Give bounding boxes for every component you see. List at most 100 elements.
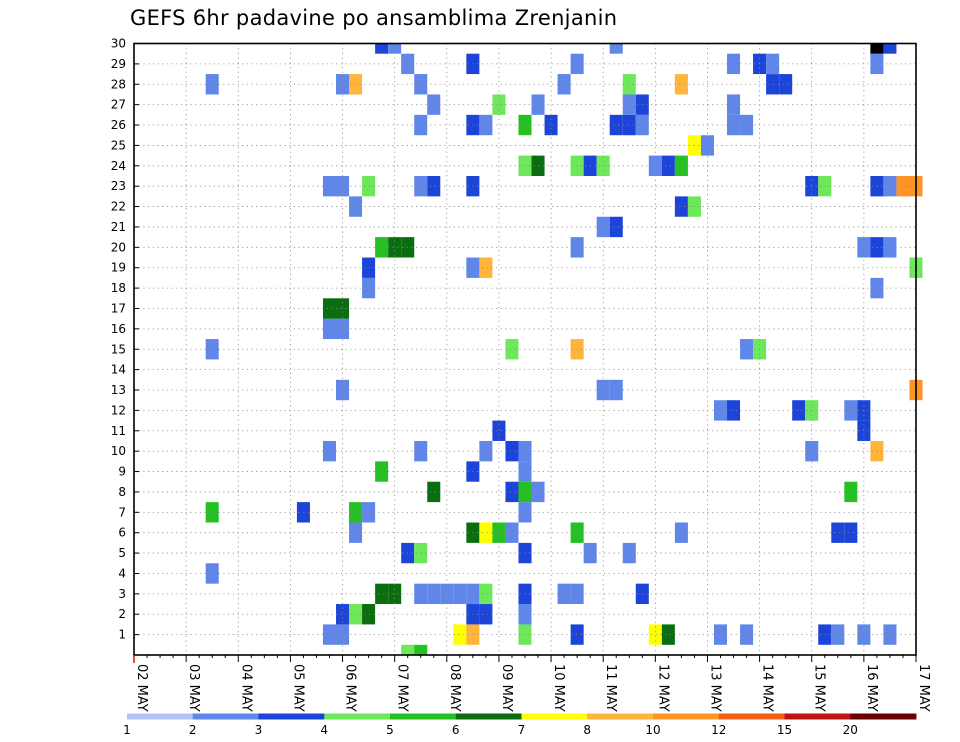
heatmap-cell	[505, 339, 519, 360]
heatmap-cell	[557, 74, 571, 95]
y-tick-label: 27	[111, 98, 126, 112]
grid-lines	[133, 43, 917, 655]
legend-label: 10	[645, 723, 660, 737]
heatmap-cell	[727, 114, 741, 136]
heatmap-cell	[427, 481, 441, 503]
heatmap-cell	[375, 461, 389, 482]
y-tick-label: 14	[111, 363, 126, 377]
heatmap-cell	[857, 624, 871, 645]
heatmap-cell	[570, 583, 584, 605]
heatmap-cell	[492, 420, 506, 441]
heatmap-cell	[870, 43, 884, 54]
heatmap-cell	[479, 604, 493, 625]
heatmap-cell	[883, 237, 897, 258]
heatmap-cell	[727, 400, 741, 421]
heatmap-cell	[674, 196, 688, 217]
x-tick-label: 05 MAY	[290, 664, 305, 712]
legend-label: 4	[320, 723, 328, 737]
y-tick-label: 13	[111, 383, 126, 397]
heatmap-cell	[713, 400, 728, 421]
heatmap-cell	[766, 53, 780, 75]
heatmap-cell	[727, 53, 741, 75]
heatmap-cell	[622, 74, 636, 95]
y-tick-label: 19	[111, 261, 126, 275]
y-tick-label: 26	[111, 118, 126, 132]
legend-label: 1	[123, 723, 131, 737]
heatmap-cell	[322, 298, 337, 319]
heatmap-cell	[544, 114, 558, 136]
heatmap-cell	[609, 114, 623, 136]
heatmap-cell	[505, 481, 519, 503]
heatmap-cell	[844, 522, 858, 543]
heatmap-cell	[205, 563, 219, 584]
x-tick-label: 12 MAY	[655, 664, 670, 712]
y-tick-label: 5	[118, 546, 126, 560]
y-tick-label: 4	[118, 566, 126, 580]
y-tick-label: 1	[118, 628, 126, 642]
heatmap-cell	[322, 318, 337, 340]
heatmap-cell	[336, 298, 350, 319]
y-tick-label: 29	[111, 57, 126, 71]
heatmap-cell	[531, 155, 545, 176]
heatmap-cell	[779, 74, 793, 95]
y-tick-label: 24	[111, 159, 126, 173]
legend-swatch	[784, 713, 851, 720]
heatmap-cell	[362, 175, 376, 197]
heatmap-cell	[388, 237, 402, 258]
y-tick-label: 17	[111, 301, 126, 315]
x-tick-label: 08 MAY	[447, 664, 462, 712]
heatmap-cell	[883, 624, 897, 645]
x-tick-label: 10 MAY	[551, 664, 566, 712]
legend-swatch	[324, 713, 391, 720]
x-tick-label: 06 MAY	[343, 664, 358, 712]
heatmap-cell	[362, 502, 376, 523]
y-tick-label: 3	[118, 587, 126, 601]
heatmap-cell	[427, 94, 441, 115]
legend-label: 3	[255, 723, 263, 737]
heatmap-cell	[570, 237, 584, 258]
heatmap-cell	[375, 583, 389, 605]
legend-swatch	[718, 713, 785, 720]
legend-label: 15	[777, 723, 792, 737]
heatmap-cell	[531, 94, 545, 115]
x-axis: 02 MAY 03 MAY 04 MAY 05 MAY 06 MAY 07 MAY 08 M…	[133, 655, 931, 712]
heatmap-cell	[674, 155, 688, 176]
heatmap-cell	[570, 155, 584, 176]
y-tick-label: 22	[111, 200, 126, 214]
heatmap-cell	[362, 277, 376, 299]
legend-label: 2	[189, 723, 197, 737]
y-tick-label: 7	[118, 505, 126, 519]
heatmap-cell	[336, 604, 350, 625]
legend-label: 7	[518, 723, 526, 737]
heatmap-cell	[844, 400, 858, 421]
heatmap-cell	[831, 624, 845, 645]
y-tick-label: 30	[111, 37, 126, 51]
heatmap-cell	[479, 114, 493, 136]
heatmap-cell	[570, 624, 584, 645]
heatmap-cell	[792, 400, 806, 421]
heatmap-cell	[336, 74, 350, 95]
heatmap-cell	[596, 379, 610, 401]
heatmap-cell	[818, 624, 832, 645]
y-tick-label: 21	[111, 220, 126, 234]
heatmap-cell	[857, 237, 871, 258]
heatmap-cell	[427, 175, 441, 197]
x-tick-label: 04 MAY	[238, 664, 253, 712]
heatmap-cell	[570, 522, 584, 543]
y-axis: 1234567891011121314151617181920212223242…	[111, 37, 139, 642]
heatmap-cell	[622, 94, 636, 115]
heatmap-cell	[883, 43, 897, 54]
legend-label: 20	[843, 723, 858, 737]
heatmap-cell	[479, 440, 493, 462]
x-tick-label: 16 MAY	[864, 664, 879, 712]
legend-label: 8	[583, 723, 591, 737]
y-tick-label: 15	[111, 342, 126, 356]
legend-label: 6	[452, 723, 460, 737]
heatmap-cell	[622, 114, 636, 136]
y-tick-label: 6	[118, 526, 126, 540]
x-tick-label: 09 MAY	[499, 664, 514, 712]
color-legend: 1 2 3 4 5 6 7 8 10 12 15 20	[123, 713, 917, 737]
heatmap-cell	[531, 481, 545, 503]
heatmap-cell	[453, 583, 467, 605]
